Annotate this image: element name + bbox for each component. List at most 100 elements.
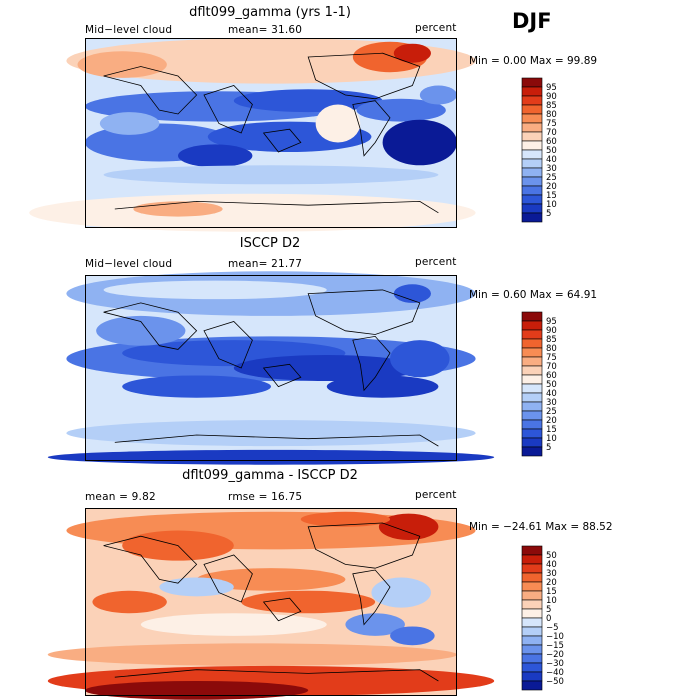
coastline	[262, 597, 302, 622]
contour-region	[77, 51, 167, 78]
colorbar-tick-label: −50	[546, 677, 564, 687]
colorbar-tick-label: 85	[546, 335, 557, 345]
contour-region	[315, 104, 361, 143]
panel-1-title: dflt099_gamma (yrs 1-1)	[189, 5, 351, 20]
colorbar-tick-label: 10	[546, 596, 557, 606]
coastline	[352, 335, 391, 392]
panel-2-title: ISCCP D2	[239, 236, 301, 251]
contour-region	[47, 449, 495, 465]
colorbar-swatch	[521, 671, 543, 682]
contour-region	[419, 85, 457, 105]
colorbar-swatch	[521, 122, 543, 133]
colorbar-swatch	[521, 554, 543, 565]
contour-region	[96, 315, 186, 346]
colorbar-tick-label: 5	[546, 209, 551, 219]
colorbar-swatch	[521, 392, 543, 403]
contour-region	[300, 511, 391, 527]
colorbar-swatch	[521, 446, 543, 457]
contour-region	[159, 577, 234, 597]
contour-region	[378, 513, 439, 540]
contour-region	[382, 119, 457, 166]
colorbar-tick-label: −40	[546, 668, 564, 678]
colorbar-swatch	[521, 347, 543, 358]
colorbar-tick-label: 60	[546, 137, 557, 147]
panel-2-variable-label: Mid−level cloud	[85, 258, 173, 270]
colorbar-tick-label: 30	[546, 398, 557, 408]
colorbar-swatch	[521, 635, 543, 646]
panel-1-units-label: percent	[415, 22, 457, 34]
colorbar-tick-label: 5	[546, 443, 551, 453]
colorbar-swatch	[521, 86, 543, 97]
coastline	[352, 569, 391, 626]
colorbar-swatch	[521, 617, 543, 628]
coastline	[114, 434, 439, 447]
coastline	[307, 52, 421, 100]
colorbar-swatch	[521, 428, 543, 439]
coastline	[114, 200, 439, 214]
colorbar-swatch	[521, 176, 543, 187]
colorbar-swatch	[521, 149, 543, 160]
contour-region	[196, 568, 346, 591]
colorbar-swatch	[521, 95, 543, 106]
contour-region	[140, 613, 327, 636]
colorbar-tick-label: 40	[546, 389, 557, 399]
colorbar-swatch	[521, 167, 543, 178]
contour-region	[103, 280, 327, 300]
coastline	[262, 128, 302, 153]
contour-region	[326, 375, 439, 398]
colorbar-swatch	[521, 563, 543, 574]
panel-1-mean-label: mean= 31.60	[228, 24, 303, 36]
colorbar-swatch	[521, 545, 543, 556]
colorbar-tick-label: 30	[546, 569, 557, 579]
contour-region	[99, 112, 160, 135]
colorbar-tick-label: −10	[546, 632, 564, 642]
coastline	[114, 669, 439, 682]
colorbar-tick-label: 40	[546, 560, 557, 570]
contour-region	[92, 590, 167, 614]
colorbar-tick-label: 75	[546, 119, 557, 129]
coastline	[203, 321, 253, 369]
colorbar-swatch	[521, 437, 543, 448]
colorbar-tick-label: 95	[546, 83, 557, 93]
coastline	[352, 100, 391, 157]
panel-3-minmax: Min = −24.61 Max = 88.52	[469, 521, 613, 533]
contour-region	[241, 590, 376, 614]
contour-region	[371, 577, 431, 608]
contour-region	[178, 144, 253, 168]
map-frame	[85, 275, 457, 461]
contour-region	[47, 643, 457, 666]
coastline	[103, 66, 198, 115]
colorbar-tick-label: −5	[546, 623, 559, 633]
contour-region	[393, 284, 431, 303]
map-frame	[85, 508, 457, 696]
colorbar-swatch	[521, 374, 543, 385]
panel-3-map	[47, 508, 495, 700]
colorbar-swatch	[521, 365, 543, 376]
colorbar-tick-label: 80	[546, 110, 557, 120]
coastline	[262, 363, 302, 388]
contour-region	[233, 354, 420, 382]
panel-3-rmse-label: rmse = 16.75	[228, 491, 303, 503]
colorbar-tick-label: 25	[546, 173, 557, 183]
colorbar-swatch	[521, 158, 543, 169]
contour-region	[66, 420, 476, 447]
colorbar-swatch	[521, 77, 543, 88]
coastline	[203, 554, 253, 603]
colorbar-tick-label: 30	[546, 164, 557, 174]
panel-2-mean-label: mean= 21.77	[228, 258, 303, 270]
colorbar-swatch	[521, 626, 543, 637]
colorbar-swatch	[521, 356, 543, 367]
panel-1-variable-label: Mid−level cloud	[85, 24, 173, 36]
colorbar-tick-label: −15	[546, 641, 564, 651]
contour-region	[133, 201, 223, 217]
colorbar-swatch	[521, 680, 543, 691]
colorbar-tick-label: 90	[546, 326, 557, 336]
colorbar-tick-label: 10	[546, 434, 557, 444]
coastline	[307, 289, 421, 335]
colorbar-tick-label: 15	[546, 587, 557, 597]
colorbar-tick-label: 20	[546, 578, 557, 588]
map-frame	[85, 38, 457, 228]
colorbar-tick-label: 95	[546, 317, 557, 327]
contour-region	[122, 375, 271, 398]
